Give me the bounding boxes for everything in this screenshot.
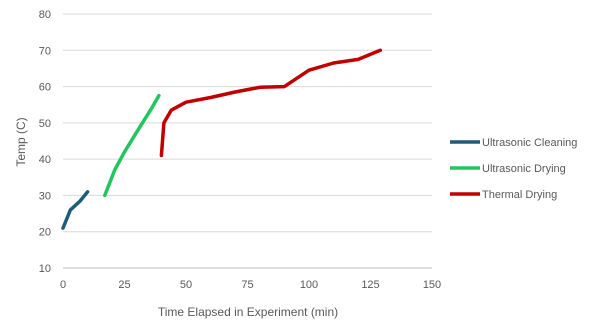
- series-line-thermal-drying: [159, 48, 383, 158]
- y-tick-label: 20: [39, 227, 51, 239]
- series-line-ultrasonic-drying: [103, 93, 161, 198]
- gridlines: [63, 13, 432, 233]
- legend-label: Ultrasonic Drying: [482, 163, 566, 175]
- legend-label: Ultrasonic Cleaning: [482, 137, 577, 149]
- series-lines: [61, 48, 383, 230]
- y-tick-label: 10: [39, 263, 51, 275]
- x-tick-label: 25: [118, 279, 130, 291]
- x-tick-label: 50: [180, 279, 192, 291]
- x-axis-title: Time Elapsed in Experiment (min): [158, 305, 338, 319]
- x-tick-label: 0: [60, 279, 66, 291]
- y-tick-label: 80: [39, 9, 51, 21]
- y-axis-title: Temp (C): [14, 117, 28, 166]
- legend: Ultrasonic Cleaning Ultrasonic Drying Ther…: [450, 137, 577, 201]
- y-tick-label: 40: [39, 154, 51, 166]
- axes: 10 20 30 40 50 60 70 80 0 25 50 75 100 125 150: [39, 9, 441, 291]
- y-tick-label: 30: [39, 190, 51, 202]
- y-tick-label: 70: [39, 45, 51, 57]
- legend-label: Thermal Drying: [482, 189, 557, 201]
- series-line-ultrasonic-cleaning: [61, 190, 90, 230]
- x-tick-label: 125: [361, 279, 379, 291]
- y-tick-label: 60: [39, 82, 51, 94]
- y-tick-label: 50: [39, 118, 51, 130]
- x-tick-label: 75: [241, 279, 253, 291]
- x-tick-label: 150: [423, 279, 441, 291]
- x-tick-label: 100: [300, 279, 318, 291]
